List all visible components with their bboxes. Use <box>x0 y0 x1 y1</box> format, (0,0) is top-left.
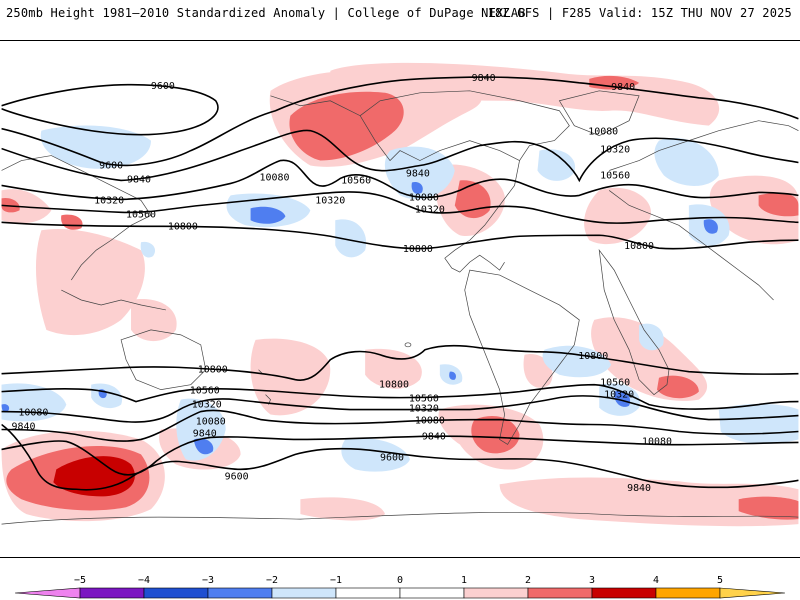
label-9600-pacific-north: 9600 <box>151 81 175 92</box>
label-10320-pacific: 10320 <box>315 195 345 206</box>
tick-neg1: −1 <box>330 575 342 586</box>
label-10080-indian-west: 10080 <box>18 408 48 419</box>
label-10320-south-america: 10320 <box>409 404 439 415</box>
tick-neg5: −5 <box>74 575 86 586</box>
label-10800-south-pacific: 10800 <box>198 365 228 376</box>
label-10560-south-america: 10560 <box>409 394 439 405</box>
tick-neg2: −2 <box>266 575 278 586</box>
label-10560-south-pacific: 10560 <box>190 386 220 397</box>
colorbar-seg-neg4 <box>79 587 145 599</box>
label-10560-africa-south: 10560 <box>600 378 630 389</box>
colorbar-seg-zero-neg <box>335 587 401 599</box>
colorbar-seg-zero-pos <box>399 587 465 599</box>
label-10080-atlantic: 10080 <box>588 127 618 138</box>
contour-labels: 9600 9600 9840 10320 10560 10800 10080 1… <box>11 73 672 494</box>
tick-neg4: −4 <box>138 575 150 586</box>
map-title: 250mb Height 1981–2010 Standardized Anom… <box>6 6 526 20</box>
label-10800-africa-south: 10800 <box>578 351 608 362</box>
tick-pos1: 1 <box>461 575 467 586</box>
label-10800-africa: 10800 <box>624 241 654 252</box>
tick-pos4: 4 <box>653 575 659 586</box>
label-9600-asia: 9600 <box>99 161 123 172</box>
colorbar-arrow-left <box>14 587 81 599</box>
colorbar-seg-pos4 <box>655 587 721 599</box>
label-10560-pacific: 10560 <box>341 175 371 186</box>
colorbar-seg-neg2 <box>207 587 273 599</box>
tick-pos5: 5 <box>717 575 723 586</box>
label-9600-south-pacific: 9600 <box>225 471 249 482</box>
colorbar-seg-pos3 <box>591 587 657 599</box>
tick-pos2: 2 <box>525 575 531 586</box>
label-10800-south-atlantic: 10800 <box>379 380 409 391</box>
colorbar-seg-neg3 <box>143 587 209 599</box>
label-10800-america: 10800 <box>403 244 433 255</box>
colorbar-ticks: −5 −4 −3 −2 −1 0 1 2 3 4 5 <box>74 575 723 586</box>
coastlines <box>1 90 799 525</box>
colorbar-seg-neg1 <box>271 587 337 599</box>
label-10080-south-pacific: 10080 <box>196 417 226 428</box>
label-10080-south-america: 10080 <box>415 416 445 427</box>
label-10080-pacific: 10080 <box>260 172 290 183</box>
label-10320-north-america: 10320 <box>415 204 445 215</box>
label-9840-south-america: 9840 <box>422 431 446 442</box>
label-10080-north-america: 10080 <box>409 192 439 203</box>
label-10560-atlantic: 10560 <box>600 170 630 181</box>
label-10320-asia: 10320 <box>94 195 124 206</box>
tick-0: 0 <box>397 575 403 586</box>
label-10800-asia: 10800 <box>168 221 198 232</box>
label-9840-indian-west: 9840 <box>11 421 35 432</box>
colorbar-segments <box>14 587 786 599</box>
label-9840-greenland: 9840 <box>611 82 635 93</box>
anomaly-map: 9600 9600 9840 10320 10560 10800 10080 1… <box>0 40 800 558</box>
label-10080-indian-south: 10080 <box>642 436 672 447</box>
label-10320-atlantic: 10320 <box>600 145 630 156</box>
strong-negative-anomaly-areas <box>1 182 718 455</box>
colorbar-seg-pos1 <box>463 587 529 599</box>
label-9840-arctic: 9840 <box>472 73 496 84</box>
colorbar-seg-pos2 <box>527 587 593 599</box>
label-9840-asia: 9840 <box>127 174 151 185</box>
tick-pos3: 3 <box>589 575 595 586</box>
label-9840-indian-south: 9840 <box>627 483 651 494</box>
tick-neg3: −3 <box>202 575 214 586</box>
label-10320-africa-south: 10320 <box>604 390 634 401</box>
colorbar: −5 −4 −3 −2 −1 0 1 2 3 4 5 <box>14 575 786 599</box>
label-9600-south-atlantic: 9600 <box>380 452 404 463</box>
positive-anomaly-areas <box>1 62 799 527</box>
label-9840-north-america: 9840 <box>406 168 430 179</box>
height-contours <box>1 76 799 491</box>
colorbar-arrow-right <box>719 587 786 599</box>
model-run-info: 18Z GFS | F285 Valid: 15Z THU NOV 27 202… <box>487 6 792 20</box>
label-10320-south-pacific: 10320 <box>192 400 222 411</box>
label-10560-asia: 10560 <box>126 209 156 220</box>
label-9840-south-pacific: 9840 <box>193 428 217 439</box>
